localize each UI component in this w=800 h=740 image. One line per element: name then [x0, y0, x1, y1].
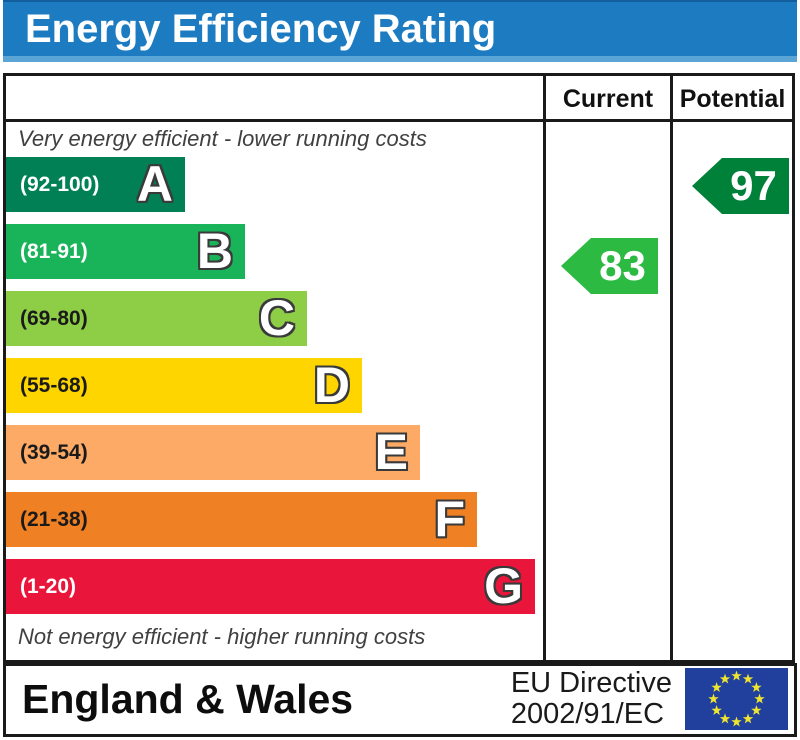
bottom-note: Not energy efficient - higher running co… — [18, 624, 426, 649]
band-letter-label: B — [196, 223, 233, 279]
band-range-label: (1-20) — [20, 575, 77, 598]
band-letter-label: A — [136, 156, 173, 212]
eu-directive-label: EU Directive 2002/91/EC — [511, 668, 672, 730]
rating-band: (21-38) F — [6, 491, 477, 547]
left-arrow-shape — [561, 238, 658, 294]
rating-band: (92-100) A — [6, 156, 185, 212]
region-label: England & Wales — [22, 676, 354, 722]
potential-rating-value: 97 — [730, 162, 777, 209]
rating-band: (81-91) B — [6, 223, 245, 279]
potential-rating-arrow: 97 — [692, 158, 789, 214]
top-note: Very energy efficient - lower running co… — [18, 126, 427, 151]
bands-container: (92-100) A (81-91) B (69-80) C (55-68) D… — [6, 156, 535, 626]
band-range-label: (81-91) — [20, 240, 88, 263]
eu-directive-line2: 2002/91/EC — [510, 698, 665, 730]
chart-title-bar: Energy Efficiency Rating — [3, 0, 797, 62]
chart-title: Energy Efficiency Rating — [25, 7, 497, 51]
rating-chart-box: Current Potential Very energy efficient … — [3, 73, 795, 663]
rating-band: (69-80) C — [6, 290, 307, 346]
potential-column-divider — [670, 76, 673, 660]
band-range-label: (55-68) — [20, 374, 88, 397]
band-letter-label: C — [258, 290, 295, 346]
left-arrow-shape — [692, 158, 789, 214]
header-divider-line — [6, 119, 792, 122]
column-header-current: Current — [562, 85, 654, 113]
chart-footer: England & Wales EU Directive 2002/91/EC — [3, 663, 797, 737]
current-rating-value: 83 — [599, 242, 646, 289]
eu-flag-icon — [685, 668, 788, 730]
band-range-label: (69-80) — [20, 307, 88, 330]
band-range-label: (39-54) — [20, 441, 88, 464]
band-range-label: (92-100) — [20, 173, 100, 196]
rating-band: (55-68) D — [6, 357, 362, 413]
current-column-divider — [543, 76, 546, 660]
column-header-potential: Potential — [679, 85, 786, 113]
band-letter-label: E — [374, 424, 408, 480]
current-rating-arrow: 83 — [561, 238, 658, 294]
eu-directive-line1: EU Directive — [510, 667, 672, 699]
band-range-label: (21-38) — [20, 508, 88, 531]
band-letter-label: D — [313, 357, 350, 413]
rating-band: (39-54) E — [6, 424, 420, 480]
band-letter-label: G — [484, 558, 523, 614]
band-letter-label: F — [434, 491, 465, 547]
rating-band: (1-20) G — [6, 558, 535, 614]
